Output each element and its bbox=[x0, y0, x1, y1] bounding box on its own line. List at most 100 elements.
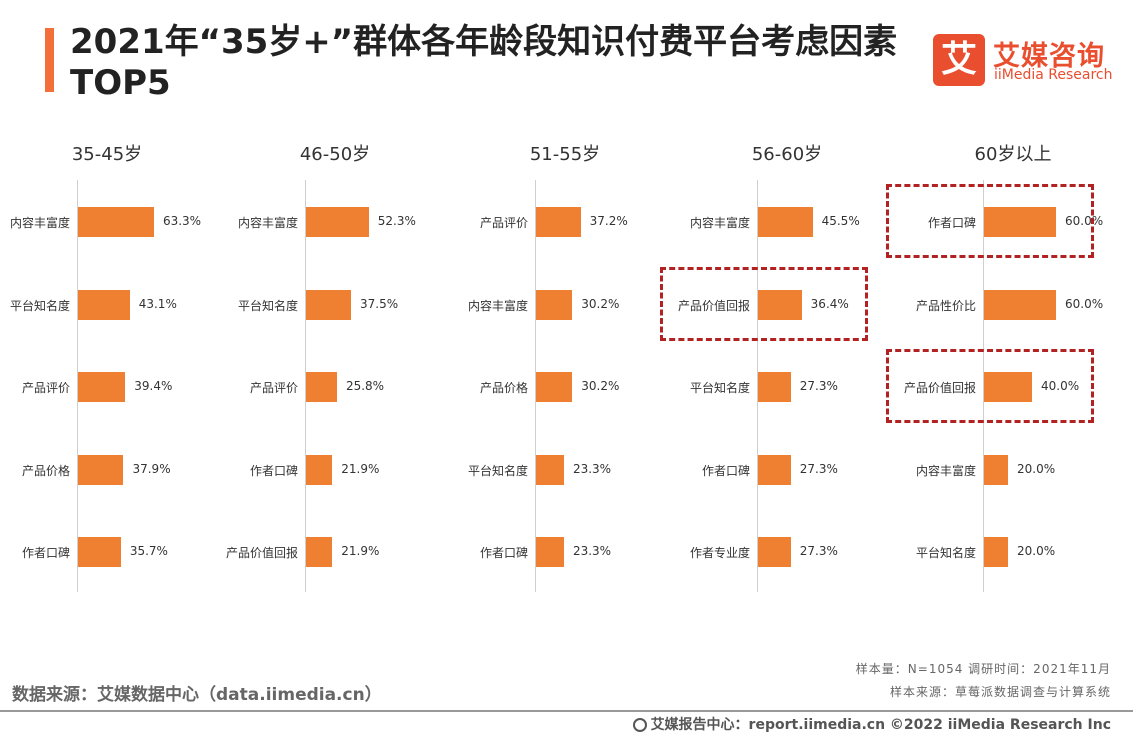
value-label: 37.9% bbox=[132, 462, 171, 476]
panel-title: 56-60岁 bbox=[751, 144, 823, 165]
category-label: 内容丰富度 bbox=[237, 216, 298, 230]
category-label: 作者口碑 bbox=[21, 546, 70, 560]
value-label: 27.3% bbox=[799, 462, 838, 476]
bar bbox=[78, 290, 130, 320]
category-label: 平台知名度 bbox=[9, 299, 70, 313]
bar bbox=[536, 537, 564, 567]
value-label: 25.8% bbox=[345, 379, 385, 393]
category-label: 产品评价 bbox=[479, 216, 528, 230]
value-label: 35.7% bbox=[129, 544, 168, 558]
title-accent-bar bbox=[45, 28, 54, 92]
bar bbox=[984, 290, 1056, 320]
category-label: 产品价值回报 bbox=[677, 299, 750, 313]
category-label: 平台知名度 bbox=[689, 381, 750, 395]
value-label: 37.2% bbox=[589, 214, 628, 228]
value-label: 23.3% bbox=[572, 462, 612, 476]
bar bbox=[536, 372, 573, 402]
panel-axis bbox=[983, 180, 984, 592]
bar bbox=[758, 372, 791, 402]
sample-info: 样本量：N=1054 调研时间：2021年11月 bbox=[855, 662, 1111, 676]
bar bbox=[536, 455, 564, 485]
category-label: 作者专业度 bbox=[689, 546, 750, 560]
highlight-box bbox=[886, 184, 1094, 258]
category-label: 产品价值回报 bbox=[903, 381, 976, 395]
panel-title: 60岁以上 bbox=[974, 144, 1052, 165]
category-label: 产品价格 bbox=[21, 464, 70, 478]
panel-title: 51-55岁 bbox=[529, 144, 601, 165]
value-label: 21.9% bbox=[341, 462, 380, 476]
footer: 艾媒报告中心：report.iimedia.cn ©2022 iiMedia R… bbox=[632, 714, 1111, 734]
value-label: 36.4% bbox=[810, 297, 849, 311]
value-label: 23.3% bbox=[572, 544, 612, 558]
bar bbox=[758, 207, 813, 237]
panel-title: 46-50岁 bbox=[299, 144, 371, 165]
category-label: 内容丰富度 bbox=[915, 464, 976, 478]
category-label: 产品评价 bbox=[249, 381, 298, 395]
globe-icon bbox=[632, 718, 647, 732]
logo-mark: 艾 bbox=[933, 34, 985, 86]
logo-en-text: iiMedia Research bbox=[994, 67, 1113, 83]
panel-axis bbox=[77, 180, 78, 592]
highlight-box bbox=[660, 267, 868, 341]
page-title: 2021年“35岁+”群体各年龄段知识付费平台考虑因素TOP5 bbox=[70, 22, 898, 103]
footer-text: 艾媒报告中心：report.iimedia.cn ©2022 iiMedia R… bbox=[650, 717, 1111, 733]
bar bbox=[78, 372, 126, 402]
highlight-box bbox=[886, 349, 1094, 423]
bar bbox=[306, 372, 337, 402]
bar bbox=[984, 537, 1008, 567]
panel-axis bbox=[305, 180, 306, 592]
data-source: 数据来源：艾媒数据中心（data.iimedia.cn） bbox=[12, 685, 382, 705]
value-label: 37.5% bbox=[360, 297, 399, 311]
bar bbox=[984, 207, 1056, 237]
logo-cn-text: 艾媒咨询 bbox=[993, 41, 1105, 72]
category-label: 产品价格 bbox=[479, 381, 528, 395]
bar bbox=[984, 372, 1032, 402]
value-label: 39.4% bbox=[134, 379, 173, 393]
category-label: 内容丰富度 bbox=[9, 216, 70, 230]
bar bbox=[78, 207, 154, 237]
category-label: 内容丰富度 bbox=[467, 299, 528, 313]
bar bbox=[306, 290, 351, 320]
panel-axis bbox=[535, 180, 536, 592]
category-label: 作者口碑 bbox=[927, 216, 976, 230]
category-label: 作者口碑 bbox=[249, 464, 298, 478]
value-label: 30.2% bbox=[581, 379, 620, 393]
bar bbox=[306, 207, 369, 237]
value-label: 45.5% bbox=[821, 214, 860, 228]
value-label: 52.3% bbox=[377, 214, 416, 228]
category-label: 产品性价比 bbox=[915, 299, 976, 313]
bar bbox=[758, 537, 791, 567]
category-label: 平台知名度 bbox=[915, 546, 976, 560]
iimedia-logo: 艾 艾媒咨询 iiMedia Research bbox=[933, 34, 1113, 90]
sample-source: 样本来源：草莓派数据调查与计算系统 bbox=[889, 685, 1111, 699]
bar bbox=[78, 455, 124, 485]
bar bbox=[78, 537, 121, 567]
footer-divider bbox=[0, 710, 1133, 712]
bar bbox=[984, 455, 1008, 485]
bar bbox=[536, 290, 573, 320]
category-label: 产品价值回报 bbox=[225, 546, 298, 560]
value-label: 20.0% bbox=[1017, 462, 1056, 476]
category-label: 内容丰富度 bbox=[689, 216, 750, 230]
bar bbox=[306, 537, 333, 567]
panel-axis bbox=[757, 180, 758, 592]
value-label: 63.3% bbox=[162, 214, 202, 228]
bar bbox=[758, 290, 802, 320]
value-label: 60.0% bbox=[1065, 297, 1104, 311]
value-label: 40.0% bbox=[1041, 379, 1080, 393]
bar bbox=[536, 207, 581, 237]
panel-title: 35-45岁 bbox=[71, 144, 143, 165]
bar bbox=[306, 455, 333, 485]
bar bbox=[758, 455, 791, 485]
category-label: 作者口碑 bbox=[479, 546, 528, 560]
value-label: 27.3% bbox=[799, 379, 838, 393]
category-label: 作者口碑 bbox=[701, 464, 750, 478]
value-label: 27.3% bbox=[799, 544, 838, 558]
value-label: 20.0% bbox=[1017, 544, 1056, 558]
category-label: 平台知名度 bbox=[467, 464, 528, 478]
value-label: 43.1% bbox=[138, 297, 177, 311]
chart-area: 35-45岁内容丰富度 63.3% 平台知名度 43.1% 产品评价 39.4% 产品价格 3… bbox=[9, 144, 1104, 592]
category-label: 产品评价 bbox=[21, 381, 70, 395]
value-label: 30.2% bbox=[581, 297, 620, 311]
category-label: 平台知名度 bbox=[237, 299, 298, 313]
